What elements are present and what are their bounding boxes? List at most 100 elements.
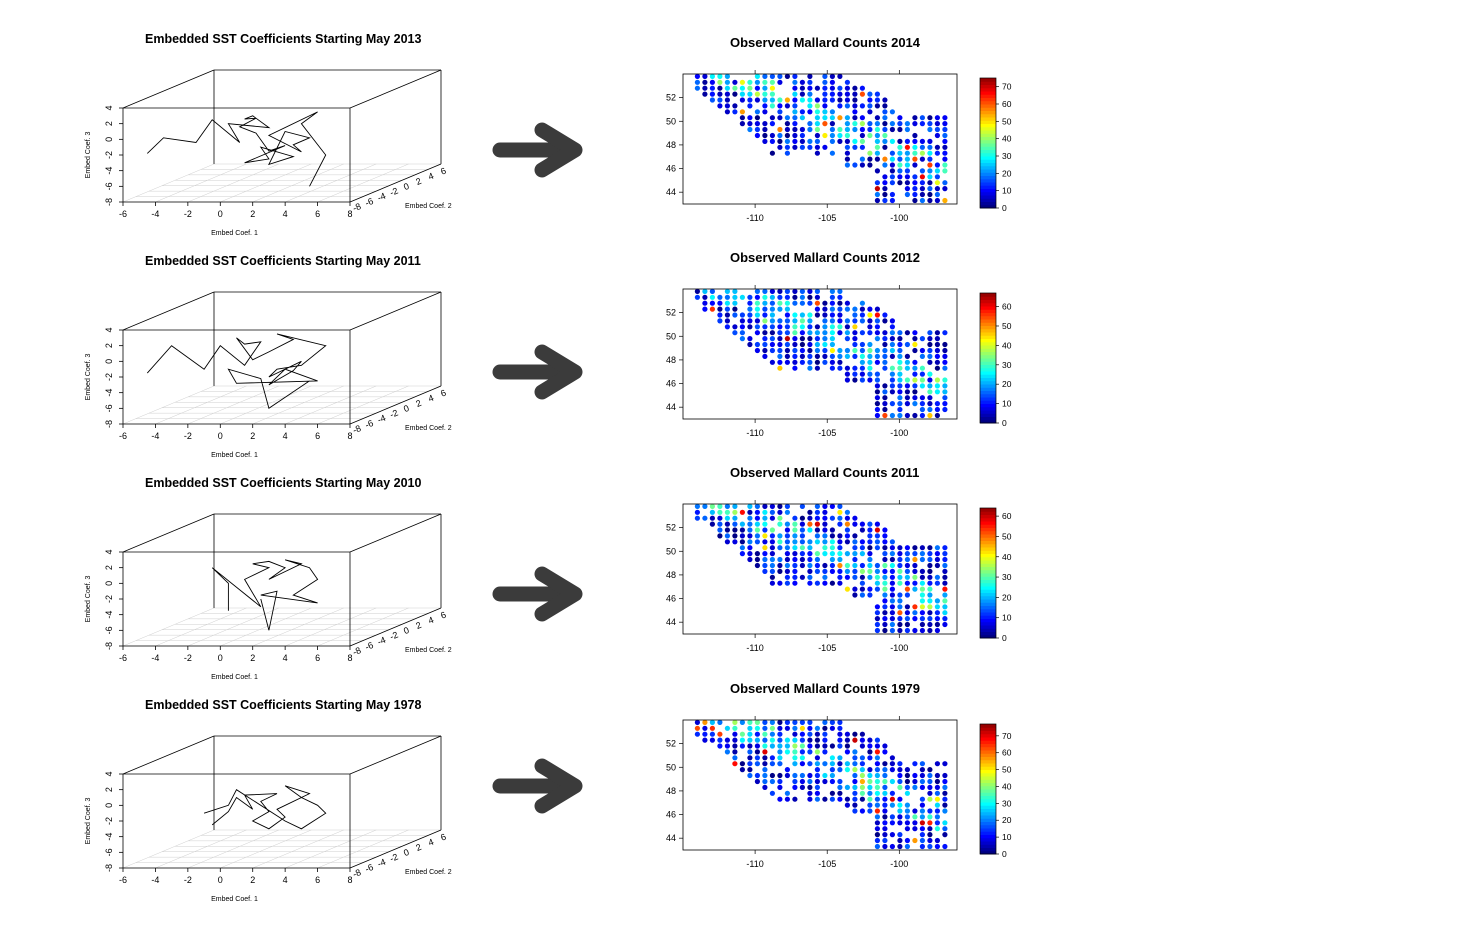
count-point	[777, 73, 783, 79]
count-point	[792, 312, 798, 318]
count-point	[859, 731, 865, 737]
count-point	[882, 395, 888, 401]
y-axis-label: Embed Coef. 2	[405, 203, 452, 210]
count-point	[747, 300, 753, 306]
count-point	[754, 121, 760, 127]
count-point	[739, 761, 745, 767]
count-point	[814, 306, 820, 312]
count-point	[777, 97, 783, 103]
count-point	[754, 743, 760, 749]
count-point	[912, 820, 918, 826]
count-point	[762, 294, 768, 300]
count-point	[889, 383, 895, 389]
count-point	[792, 324, 798, 330]
count-point	[732, 527, 738, 533]
count-point	[919, 138, 925, 144]
count-point	[769, 503, 775, 509]
count-point	[792, 121, 798, 127]
count-point	[844, 737, 850, 743]
count-point	[859, 755, 865, 761]
count-point	[919, 556, 925, 563]
count-point	[762, 288, 768, 294]
count-point	[882, 814, 888, 820]
count-point	[852, 115, 858, 121]
count-point	[852, 144, 858, 150]
count-point	[799, 527, 805, 533]
count-point	[867, 790, 873, 796]
count-point	[934, 412, 940, 419]
count-point	[874, 336, 880, 342]
count-point	[754, 556, 760, 563]
count-point	[904, 604, 910, 610]
count-point	[822, 353, 828, 359]
x-tick-label: -4	[151, 209, 159, 219]
count-point	[807, 109, 813, 115]
z-tick-label: 4	[104, 105, 114, 110]
count-point	[762, 743, 768, 749]
count-point	[792, 568, 798, 574]
count-point	[912, 162, 918, 168]
colorbar-tick-label: 50	[1002, 321, 1012, 331]
count-point	[792, 144, 798, 150]
count-point	[777, 743, 783, 749]
count-point	[859, 138, 865, 144]
floor-grid-line	[122, 607, 215, 647]
count-point	[799, 539, 805, 545]
count-point	[927, 330, 933, 336]
count-point	[942, 551, 948, 557]
count-point	[867, 568, 873, 574]
count-point	[882, 796, 888, 802]
count-point	[874, 778, 880, 785]
count-point	[889, 545, 895, 551]
count-point	[874, 539, 880, 545]
count-point	[784, 353, 790, 359]
count-point	[852, 336, 858, 342]
count-point	[867, 353, 873, 359]
count-point	[837, 551, 843, 557]
colorbar-tick-label: 60	[1002, 511, 1012, 521]
count-point	[814, 539, 820, 545]
count-point	[747, 324, 753, 330]
z-tick-label: -4	[104, 389, 114, 397]
y-axis-label: Embed Coef. 2	[405, 425, 452, 432]
count-point	[717, 509, 723, 515]
count-point	[882, 180, 888, 186]
count-point	[934, 174, 940, 180]
count-point	[807, 772, 813, 779]
count-point	[769, 556, 775, 563]
count-point	[784, 521, 790, 527]
count-point	[822, 737, 828, 743]
count-point	[799, 126, 805, 133]
count-point	[724, 737, 730, 743]
count-point	[769, 132, 775, 139]
count-point	[859, 91, 865, 97]
count-point	[739, 324, 745, 330]
count-point	[882, 743, 888, 749]
count-point	[934, 341, 940, 348]
count-point	[897, 556, 903, 563]
count-point	[792, 796, 798, 802]
count-point	[919, 586, 925, 592]
count-point	[859, 761, 865, 767]
count-point	[897, 347, 903, 354]
count-point	[807, 784, 813, 790]
count-point	[912, 412, 918, 419]
count-point	[717, 515, 723, 521]
count-point	[792, 347, 798, 354]
count-point	[799, 318, 805, 324]
count-point	[942, 610, 948, 616]
count-point	[822, 359, 828, 365]
count-point	[694, 731, 700, 737]
count-point	[919, 837, 925, 844]
count-point	[762, 353, 768, 359]
count-point	[874, 138, 880, 144]
count-point	[814, 761, 820, 767]
count-point	[934, 802, 940, 808]
count-point	[859, 784, 865, 790]
count-point	[904, 377, 910, 383]
count-point	[814, 509, 820, 515]
count-point	[762, 126, 768, 133]
count-point	[859, 353, 865, 359]
